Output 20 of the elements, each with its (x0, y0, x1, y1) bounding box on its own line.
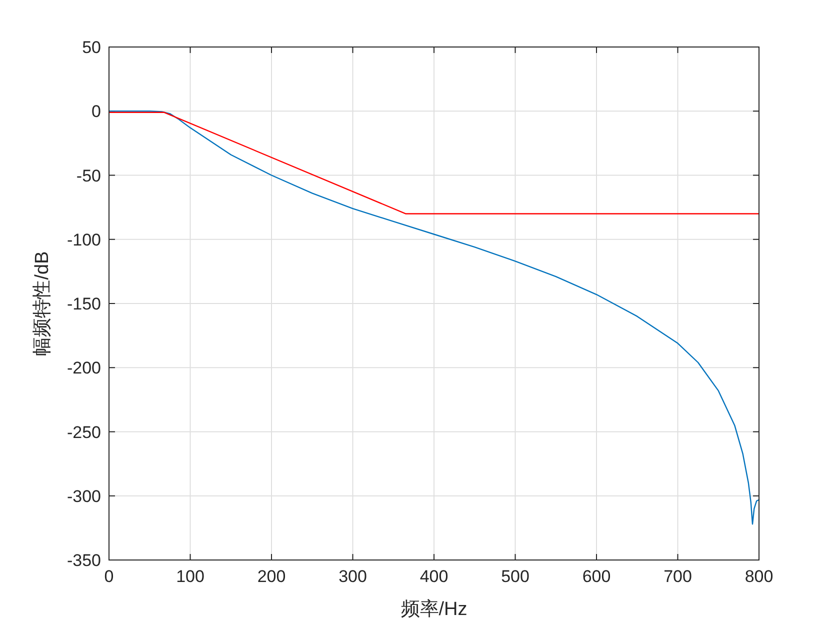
y-tick-label: -350 (66, 551, 101, 570)
y-tick-label: -50 (76, 166, 101, 186)
x-tick-label: 0 (104, 567, 114, 586)
x-tick-label: 400 (420, 567, 448, 586)
y-tick-label: -200 (66, 358, 101, 378)
y-tick-label: -300 (66, 486, 101, 506)
y-tick-label: 50 (82, 38, 101, 57)
x-tick-label: 700 (664, 567, 692, 586)
x-tick-label: 800 (744, 567, 774, 586)
x-tick-label: 500 (501, 567, 530, 586)
y-tick-label: -250 (66, 422, 101, 442)
y-tick-label: -150 (66, 294, 101, 314)
y-tick-label: 0 (92, 102, 101, 122)
x-axis-title: 频率/Hz (400, 598, 468, 620)
x-tick-label: 100 (176, 567, 204, 586)
y-axis-title: 幅频特性/dB (32, 251, 53, 356)
x-tick-label: 600 (582, 567, 611, 586)
x-tick-label: 300 (338, 567, 367, 586)
y-tick-label: -100 (66, 230, 101, 250)
x-tick-label: 200 (257, 567, 286, 586)
